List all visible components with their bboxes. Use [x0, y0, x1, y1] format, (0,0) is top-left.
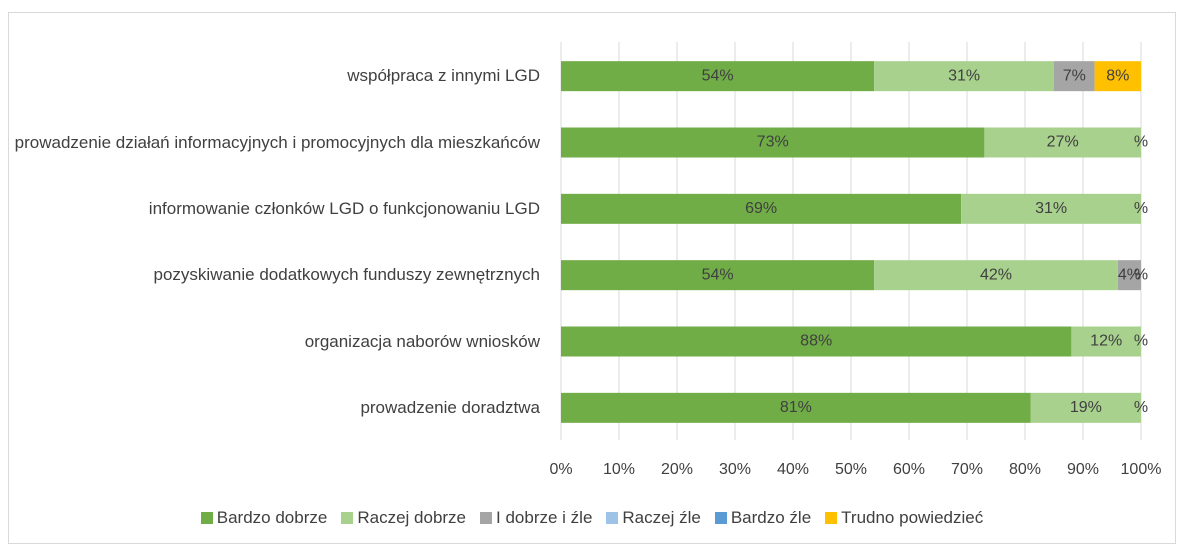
x-tick-label: 50%	[835, 461, 867, 478]
data-label: 12%	[1090, 333, 1122, 350]
bar-segment	[561, 326, 1072, 357]
data-label: 19%	[1070, 399, 1102, 416]
bar-segment	[1117, 260, 1141, 291]
data-label: %	[1134, 266, 1148, 283]
bar-segment	[1071, 326, 1141, 357]
legend-item: I dobrze i źle	[480, 508, 592, 528]
data-label: 88%	[800, 333, 832, 350]
bar-segment	[1030, 392, 1141, 423]
x-tick-label: 70%	[951, 461, 983, 478]
legend-item: Trudno powiedzieć	[825, 508, 983, 528]
bar-segment	[874, 260, 1118, 291]
category-label: współpraca z innymi LGD	[10, 46, 540, 106]
legend-item: Bardzo dobrze	[200, 508, 328, 528]
category-label: prowadzenie działań informacyjnych i pro…	[10, 113, 540, 173]
legend-item: Raczej źle	[606, 508, 701, 528]
category-text: prowadzenie doradztwa	[360, 397, 540, 417]
category-label: prowadzenie doradztwa	[10, 378, 540, 438]
legend-swatch	[606, 512, 619, 524]
category-text: współpraca z innymi LGD	[347, 66, 540, 86]
data-label: 54%	[702, 266, 734, 283]
x-tick-label: 20%	[661, 461, 693, 478]
legend-swatch	[714, 512, 727, 524]
legend-label: Raczej dobrze	[357, 508, 467, 527]
data-label: 4%	[1118, 266, 1141, 283]
chart-border	[8, 12, 1176, 544]
category-text: prowadzenie działań informacyjnych i pro…	[14, 132, 540, 152]
bar-segment	[561, 193, 962, 224]
legend-swatch	[825, 512, 838, 524]
data-label: 7%	[1063, 67, 1086, 84]
legend-swatch	[341, 512, 354, 524]
bar-segment	[961, 193, 1141, 224]
bar-segment	[561, 392, 1031, 423]
category-text: informowanie członków LGD o funkcjonowan…	[148, 198, 540, 218]
data-label: 31%	[948, 67, 980, 84]
bar-segment	[984, 127, 1141, 158]
bar-segment	[561, 127, 985, 158]
legend-label: Trudno powiedzieć	[841, 508, 984, 527]
category-label: pozyskiwanie dodatkowych funduszy zewnęt…	[10, 245, 540, 305]
x-tick-label: 40%	[777, 461, 809, 478]
legend-swatch	[480, 512, 493, 524]
bar-segment	[1054, 61, 1095, 92]
legend-label: Bardzo dobrze	[216, 508, 328, 527]
data-label: 69%	[745, 200, 777, 217]
data-label: 54%	[702, 67, 734, 84]
category-label: informowanie członków LGD o funkcjonowan…	[10, 179, 540, 239]
legend-item: Bardzo źle	[714, 508, 812, 528]
data-label: 31%	[1035, 200, 1067, 217]
category-text: pozyskiwanie dodatkowych funduszy zewnęt…	[153, 265, 540, 285]
bar-segment	[561, 61, 875, 92]
data-label: 8%	[1106, 67, 1129, 84]
bar-segment	[874, 61, 1054, 92]
legend-item: Raczej dobrze	[341, 508, 466, 528]
category-label: organizacja naborów wniosków	[10, 312, 540, 372]
data-label: %	[1134, 134, 1148, 151]
data-label: 27%	[1047, 134, 1079, 151]
x-tick-label: 10%	[603, 461, 635, 478]
x-tick-label: 90%	[1067, 461, 1099, 478]
x-tick-label: 60%	[893, 461, 925, 478]
x-tick-label: 0%	[549, 461, 572, 478]
data-label: %	[1134, 399, 1148, 416]
bar-segment	[561, 260, 875, 291]
x-tick-label: 100%	[1121, 461, 1162, 478]
data-label: 42%	[980, 266, 1012, 283]
data-label: 81%	[780, 399, 812, 416]
data-label: %	[1134, 333, 1148, 350]
legend-label: Raczej źle	[622, 508, 701, 527]
category-text: organizacja naborów wniosków	[304, 331, 540, 351]
data-label: %	[1134, 200, 1148, 217]
legend-swatch	[200, 512, 213, 524]
x-tick-label: 30%	[719, 461, 751, 478]
legend: Bardzo dobrze Raczej dobrze I dobrze i źle…	[0, 508, 1184, 528]
bar-segment	[1094, 61, 1141, 92]
legend-label: I dobrze i źle	[496, 508, 593, 527]
data-label: 73%	[757, 134, 789, 151]
x-tick-label: 80%	[1009, 461, 1041, 478]
legend-label: Bardzo źle	[730, 508, 812, 527]
